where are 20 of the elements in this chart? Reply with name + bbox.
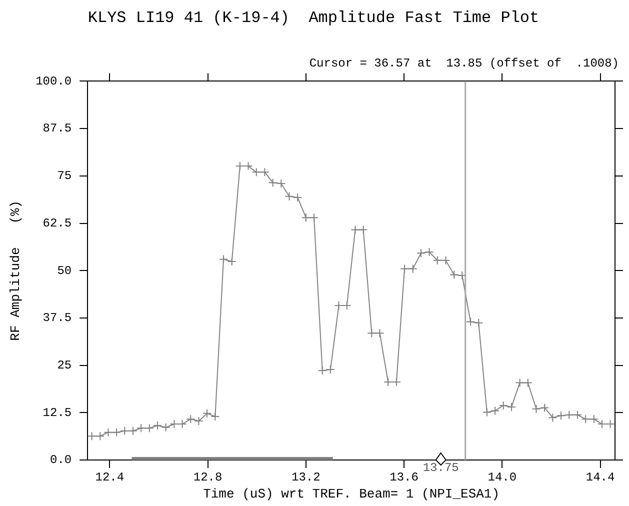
x-tick-label: 13.2: [292, 470, 320, 484]
y-tick-label: 50: [57, 264, 72, 278]
x-axis-title: Time (uS) wrt TREF. Beam= 1 (NPI_ESA1): [203, 486, 500, 502]
y-axis-title: RF Amplitude (%): [8, 200, 24, 341]
y-tick-label: 25: [57, 358, 72, 372]
x-tick-label: 14.4: [586, 470, 615, 484]
y-tick-label: 37.5: [42, 311, 72, 326]
x-tick-label: 12.4: [95, 470, 124, 484]
y-tick-label: 100.0: [36, 74, 72, 88]
annotation: 13.75: [422, 461, 459, 476]
y-tick-label: 62.5: [42, 216, 72, 230]
x-tick-label: 12.8: [193, 470, 222, 484]
y-tick-label: 75: [57, 169, 72, 184]
x-tick-label: 14.0: [488, 470, 517, 484]
x-tick-label: 13.6: [390, 470, 418, 484]
y-tick-label: 87.5: [42, 122, 72, 136]
y-tick-label: 0.0: [50, 453, 72, 468]
y-tick-label: 12.5: [42, 406, 72, 420]
text: Cursor = 36.57 at 13.85 (offset of .1008): [309, 56, 619, 70]
chart-title: KLYS LI19 41 (K-19-4) Amplitude Fast Time Plot: [88, 8, 540, 27]
